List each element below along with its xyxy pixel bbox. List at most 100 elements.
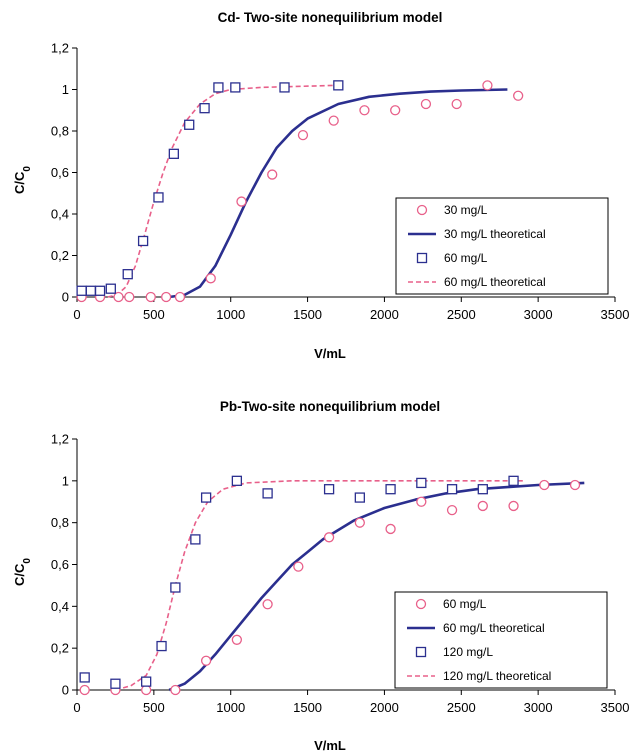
legend-label: 120 mg/L	[443, 645, 493, 659]
series-line	[168, 481, 585, 692]
x-tick-label: 2500	[447, 307, 476, 322]
data-point	[508, 475, 519, 486]
data-point	[113, 291, 124, 303]
data-point	[297, 129, 309, 141]
data-point	[420, 98, 432, 110]
x-tick-label: 3500	[601, 307, 630, 322]
chart-title: Pb-Two-site nonequilibrium model	[220, 399, 440, 414]
data-point	[170, 684, 181, 696]
y-tick-label: 1	[62, 473, 69, 488]
legend-key-marker	[416, 204, 428, 216]
cd-chart: Cd- Two-site nonequilibrium model 0 500 10…	[12, 10, 629, 361]
y-tick-label: 0,6	[51, 165, 69, 180]
legend-label: 30 mg/L	[444, 203, 488, 217]
y-tick-label: 0,2	[51, 641, 69, 656]
data-point	[477, 500, 488, 512]
series-line	[107, 84, 339, 298]
legend: 30 mg/L 30 mg/L theoretical 60 mg/L 60 mg/L…	[395, 197, 609, 295]
x-tick-label: 0	[73, 307, 80, 322]
data-point	[385, 523, 396, 535]
data-point	[79, 684, 90, 696]
legend-label: 120 mg/L theoretical	[443, 669, 551, 683]
data-point	[569, 479, 581, 491]
data-point	[231, 475, 243, 486]
data-point	[190, 534, 201, 545]
data-point	[124, 291, 135, 303]
y-tick-label: 0,8	[51, 515, 69, 530]
y-tick-label: 0,4	[51, 207, 69, 222]
data-point	[323, 484, 335, 495]
legend-label: 30 mg/L theoretical	[444, 227, 546, 241]
legend-label: 60 mg/L theoretical	[443, 621, 545, 635]
data-point	[279, 82, 290, 93]
y-tick-label: 0,2	[51, 248, 69, 263]
data-point	[110, 678, 121, 689]
data-point	[105, 283, 116, 294]
x-tick-label: 1500	[293, 700, 322, 715]
y-tick-label: 0	[62, 290, 69, 305]
data-point	[94, 285, 106, 296]
y-tick-label: 0,6	[51, 557, 69, 572]
x-tick-label: 1000	[216, 307, 245, 322]
y-tick-label: 0,4	[51, 599, 69, 614]
y-tick-label: 1	[62, 82, 69, 97]
legend-box	[395, 197, 609, 295]
y-tick-label: 1,2	[51, 41, 69, 56]
x-axis-label: V/mL	[314, 346, 346, 361]
data-point	[230, 82, 241, 93]
data-point	[141, 684, 152, 696]
legend-key-marker	[416, 252, 428, 264]
x-tick-label: 2000	[370, 700, 399, 715]
data-point	[231, 634, 243, 645]
data-point	[85, 285, 96, 296]
chart-title: Cd- Two-site nonequilibrium model	[218, 10, 443, 25]
y-tick-label: 0,8	[51, 124, 69, 139]
data-point	[323, 532, 335, 543]
x-axis-label: V/mL	[314, 738, 346, 753]
data-point	[354, 492, 365, 503]
data-point	[205, 273, 216, 284]
data-point	[513, 90, 524, 101]
data-point	[236, 196, 247, 207]
legend-label: 60 mg/L theoretical	[444, 275, 546, 289]
data-point	[137, 235, 149, 247]
data-point	[354, 517, 365, 528]
plot-area: 0 500 1000 1500 2000 2500 3000 3500 0 0,2 0,4 0,6 0,…	[51, 432, 630, 716]
data-point	[122, 269, 133, 280]
legend-box	[394, 591, 608, 689]
x-tick-label: 1500	[293, 307, 322, 322]
data-point	[213, 82, 224, 93]
data-point	[141, 676, 152, 687]
pb-chart: Pb-Two-site nonequilibrium model 0 500 100…	[12, 399, 629, 753]
x-tick-label: 0	[73, 700, 80, 715]
y-axis-label-subscript: 0	[22, 558, 33, 564]
y-axis-label-main: C/C	[12, 563, 27, 586]
data-point	[390, 105, 401, 116]
x-tick-label: 1000	[216, 700, 245, 715]
data-point	[174, 291, 186, 303]
legend-label: 60 mg/L	[444, 251, 488, 265]
x-tick-label: 500	[143, 700, 165, 715]
data-point	[385, 484, 396, 495]
y-tick-label: 1,2	[51, 432, 69, 447]
data-point	[199, 103, 210, 114]
x-tick-label: 3000	[524, 700, 553, 715]
x-tick-label: 3500	[601, 700, 630, 715]
data-point	[446, 484, 458, 495]
data-point	[508, 500, 519, 512]
plot-area: 0 500 1000 1500 2000 2500 3000 3500 0 0,2 0,4 0,6 0,…	[51, 41, 630, 323]
y-axis-label-main: C/C	[12, 171, 27, 194]
data-point	[328, 115, 339, 126]
data-point	[262, 599, 273, 610]
data-point	[451, 98, 462, 110]
legend: 60 mg/L 60 mg/L theoretical 120 mg/L 120 mg…	[394, 591, 608, 689]
data-point	[145, 291, 156, 303]
x-tick-label: 2000	[370, 307, 399, 322]
data-point	[482, 80, 493, 91]
data-point	[446, 504, 458, 516]
x-tick-label: 2500	[447, 700, 476, 715]
y-axis-label-subscript: 0	[22, 166, 33, 172]
data-point	[477, 484, 488, 495]
data-point	[333, 80, 344, 91]
data-point	[293, 561, 304, 572]
